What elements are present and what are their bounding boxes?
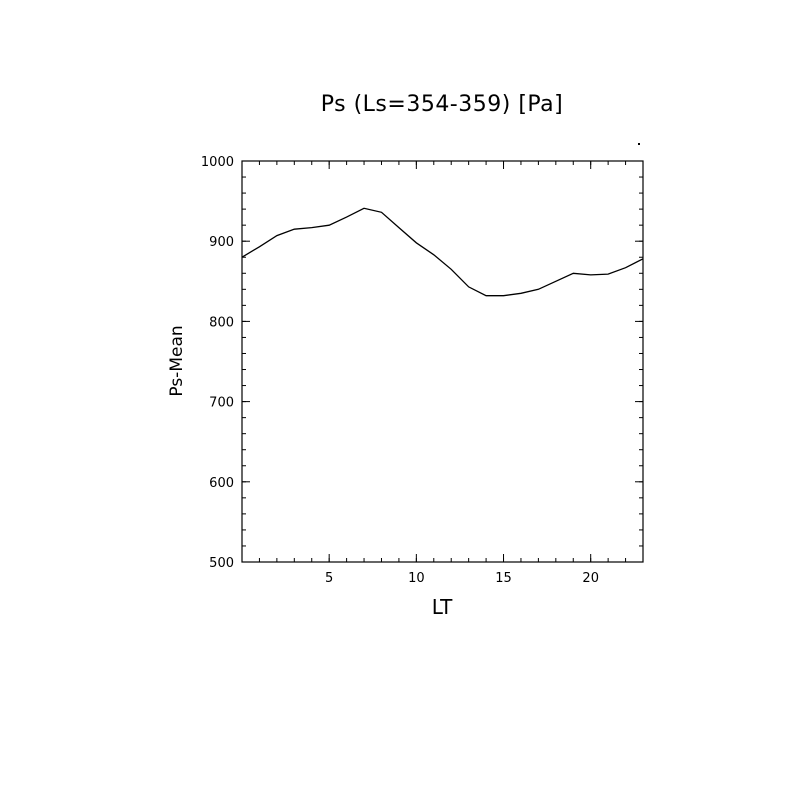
y-axis-label: Ps-Mean bbox=[167, 325, 187, 396]
y-tick-label: 900 bbox=[209, 235, 234, 250]
y-tick-label: 800 bbox=[209, 315, 234, 330]
corner-dot-mark bbox=[638, 143, 640, 145]
x-tick-label: 20 bbox=[582, 571, 599, 586]
axis-tick-labels: 5 10 15 20 500 600 700 800 900 1000 bbox=[201, 155, 599, 586]
y-tick-label: 500 bbox=[209, 556, 234, 571]
x-tick-label: 10 bbox=[408, 571, 425, 586]
plot-frame bbox=[241, 160, 644, 563]
x-axis-label: LT bbox=[432, 595, 453, 619]
x-tick-label: 5 bbox=[325, 571, 333, 586]
series-line bbox=[241, 207, 644, 297]
chart-title: Ps (Ls=354-359) [Pa] bbox=[321, 92, 564, 117]
axis-ticks bbox=[241, 160, 644, 563]
y-tick-label: 600 bbox=[209, 476, 234, 491]
x-tick-label: 15 bbox=[495, 571, 512, 586]
y-tick-label: 1000 bbox=[201, 155, 234, 170]
y-tick-label: 700 bbox=[209, 396, 234, 411]
